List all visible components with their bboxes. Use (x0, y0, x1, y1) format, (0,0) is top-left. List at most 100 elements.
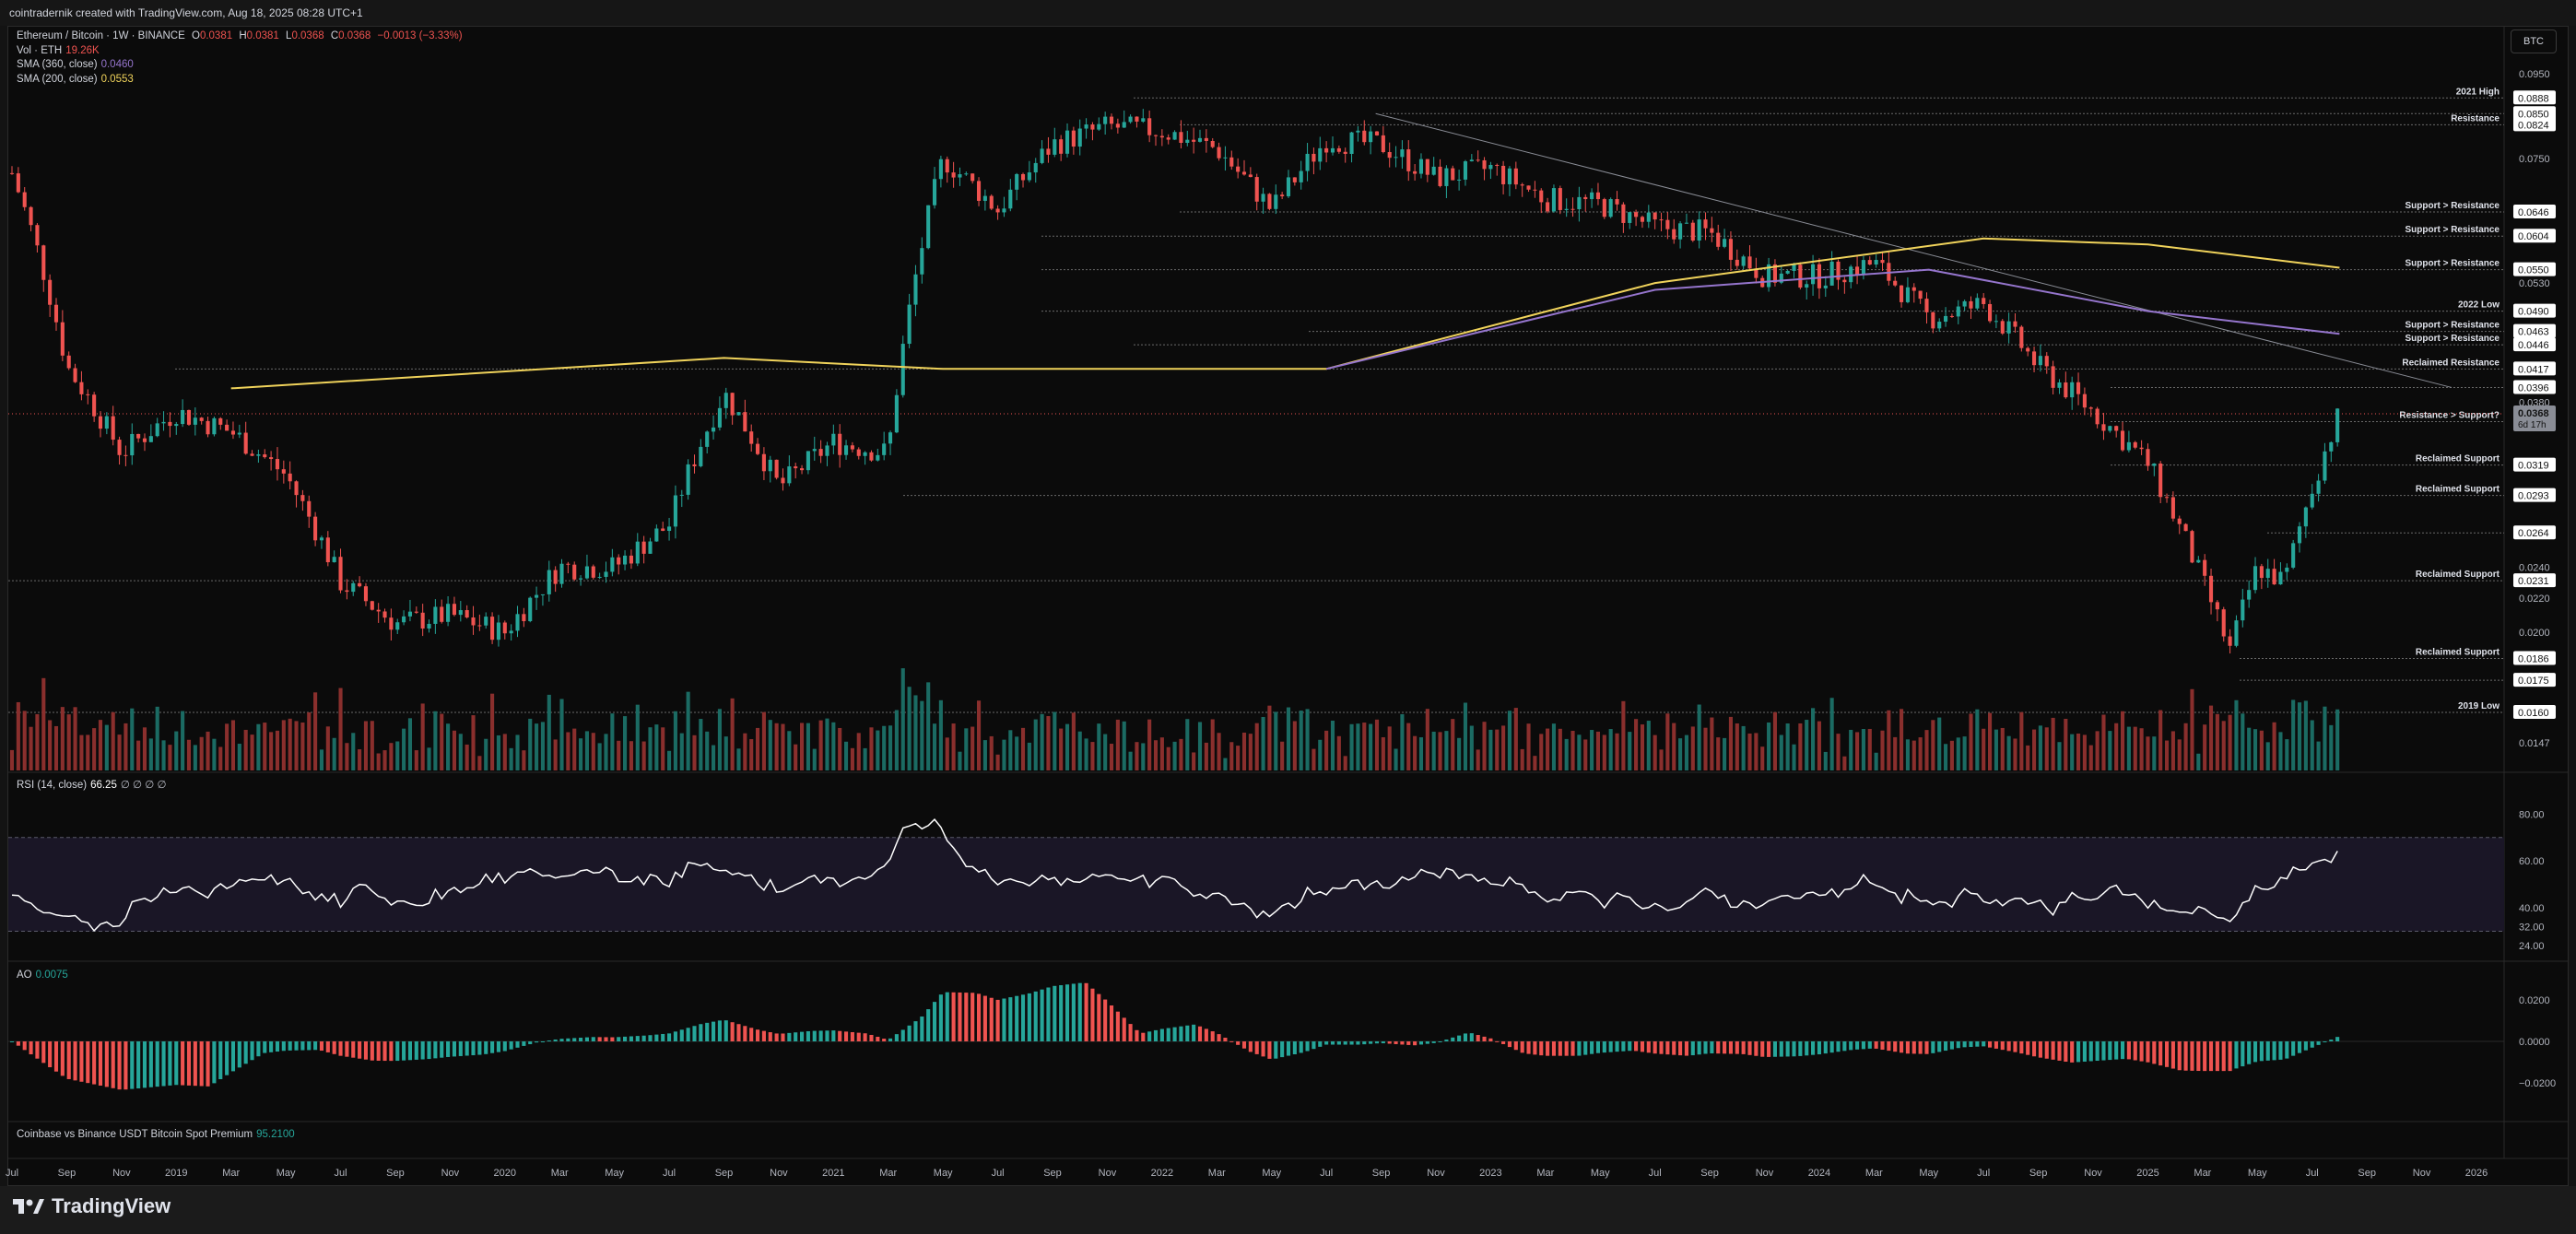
candle-body (2038, 356, 2042, 366)
ao-bar (1577, 1041, 1582, 1056)
ao-bar (617, 1037, 621, 1041)
volume-bar (2006, 735, 2011, 770)
time-tick-label: Jul (1649, 1168, 1662, 1179)
volume-bar (2164, 740, 2170, 770)
tradingview-logo[interactable]: TradingView (13, 1194, 171, 1218)
level-price-label: 0.0264 (2518, 528, 2549, 539)
ao-bar (1969, 1041, 1973, 1048)
level-label: Support > Resistance (2405, 259, 2500, 269)
candle-body (1400, 149, 1405, 158)
time-tick-label: 2019 (165, 1168, 187, 1179)
ao-bar (2297, 1041, 2302, 1053)
ao-bar (761, 1030, 766, 1041)
volume-bar (2057, 742, 2062, 770)
volume-bar (1109, 744, 1114, 770)
candle-body (288, 473, 292, 482)
volume-bar (307, 711, 312, 770)
ao-bar (1874, 1041, 1878, 1049)
ao-bar (1059, 985, 1064, 1041)
candle-body (794, 466, 798, 469)
candle-body (1084, 124, 1088, 129)
volume-bar (806, 723, 810, 770)
volume-bar (1608, 729, 1613, 770)
volume-bar (1418, 737, 1424, 770)
ao-bar (635, 1036, 640, 1041)
volume-bar (1969, 713, 1973, 770)
sma200-line (230, 237, 2340, 390)
candle-body (2082, 394, 2087, 408)
volume-bar (1861, 728, 1865, 770)
volume-bar (1413, 735, 1417, 770)
candle-body (1962, 300, 1967, 307)
volume-bar (243, 729, 248, 770)
volume-bar (1792, 744, 1796, 770)
volume-bar (1520, 748, 1524, 770)
price-tick-label: 0.0220 (2519, 593, 2550, 605)
ao-bar (148, 1041, 153, 1087)
candle-body (825, 445, 829, 456)
candle-body (1975, 298, 1980, 309)
time-tick-label: Sep (386, 1168, 405, 1179)
candle-body (610, 557, 615, 572)
volume-bar (1153, 740, 1159, 770)
candle-body (1969, 300, 1973, 309)
volume-bar (629, 741, 633, 770)
candle-body (2064, 382, 2068, 398)
candle-body (161, 421, 166, 424)
sma360-value: 0.0460 (100, 59, 134, 70)
ao-bar (566, 1038, 570, 1041)
ao-bar (269, 1041, 274, 1052)
candle-body (591, 566, 595, 578)
volume-row: Vol · ETH 19.26K (17, 44, 100, 56)
ao-bar (2203, 1041, 2207, 1072)
volume-bar (2070, 734, 2075, 770)
ao-bar (1406, 1041, 1411, 1045)
time-tick-label: 2020 (494, 1168, 516, 1179)
candle-body (900, 344, 905, 395)
ao-bar (79, 1041, 84, 1082)
time-tick-label: Jul (992, 1168, 1005, 1179)
ao-bar (553, 1039, 558, 1041)
volume-bar (2076, 733, 2081, 770)
ao-bar (1602, 1041, 1606, 1053)
ao-bar (382, 1041, 387, 1062)
candle-body (2088, 407, 2093, 409)
ao-bar (2164, 1041, 2170, 1067)
volume-bar (736, 748, 741, 770)
ao-bar (1887, 1041, 1891, 1052)
ao-bar (945, 992, 949, 1041)
volume-bar (1197, 722, 1203, 770)
candle-body (477, 625, 482, 627)
rsi-tick-label: 24.00 (2519, 941, 2545, 952)
volume-bar (1349, 723, 1354, 770)
currency-button[interactable]: BTC (2511, 29, 2557, 53)
candle-body (452, 604, 457, 616)
ao-bar (402, 1041, 406, 1061)
ao-bar (363, 1041, 369, 1060)
candle-body (117, 440, 122, 455)
ao-bar (1526, 1041, 1531, 1054)
ao-value: 0.0075 (35, 970, 68, 981)
tradingview-icon (13, 1199, 44, 1214)
volume-bar (502, 734, 507, 770)
volume-bar (2158, 710, 2163, 770)
ao-bar (275, 1041, 280, 1052)
volume-bar (263, 723, 267, 770)
ao-bar (951, 992, 956, 1041)
candle-body (768, 459, 772, 472)
volume-bar (142, 727, 147, 770)
ao-bar (2196, 1041, 2201, 1072)
candle-body (2203, 559, 2207, 576)
candle-body (2177, 518, 2182, 524)
candle-body (1179, 132, 1183, 143)
volume-bar (1962, 736, 1967, 770)
volume-bar (869, 727, 874, 770)
chart-frame (7, 26, 2569, 1186)
candle-body (48, 279, 53, 305)
volume-bar (1728, 716, 1734, 770)
candle-body (515, 614, 520, 631)
candle-body (60, 322, 65, 356)
candle-body (920, 248, 924, 275)
volume-bar (1672, 723, 1676, 770)
